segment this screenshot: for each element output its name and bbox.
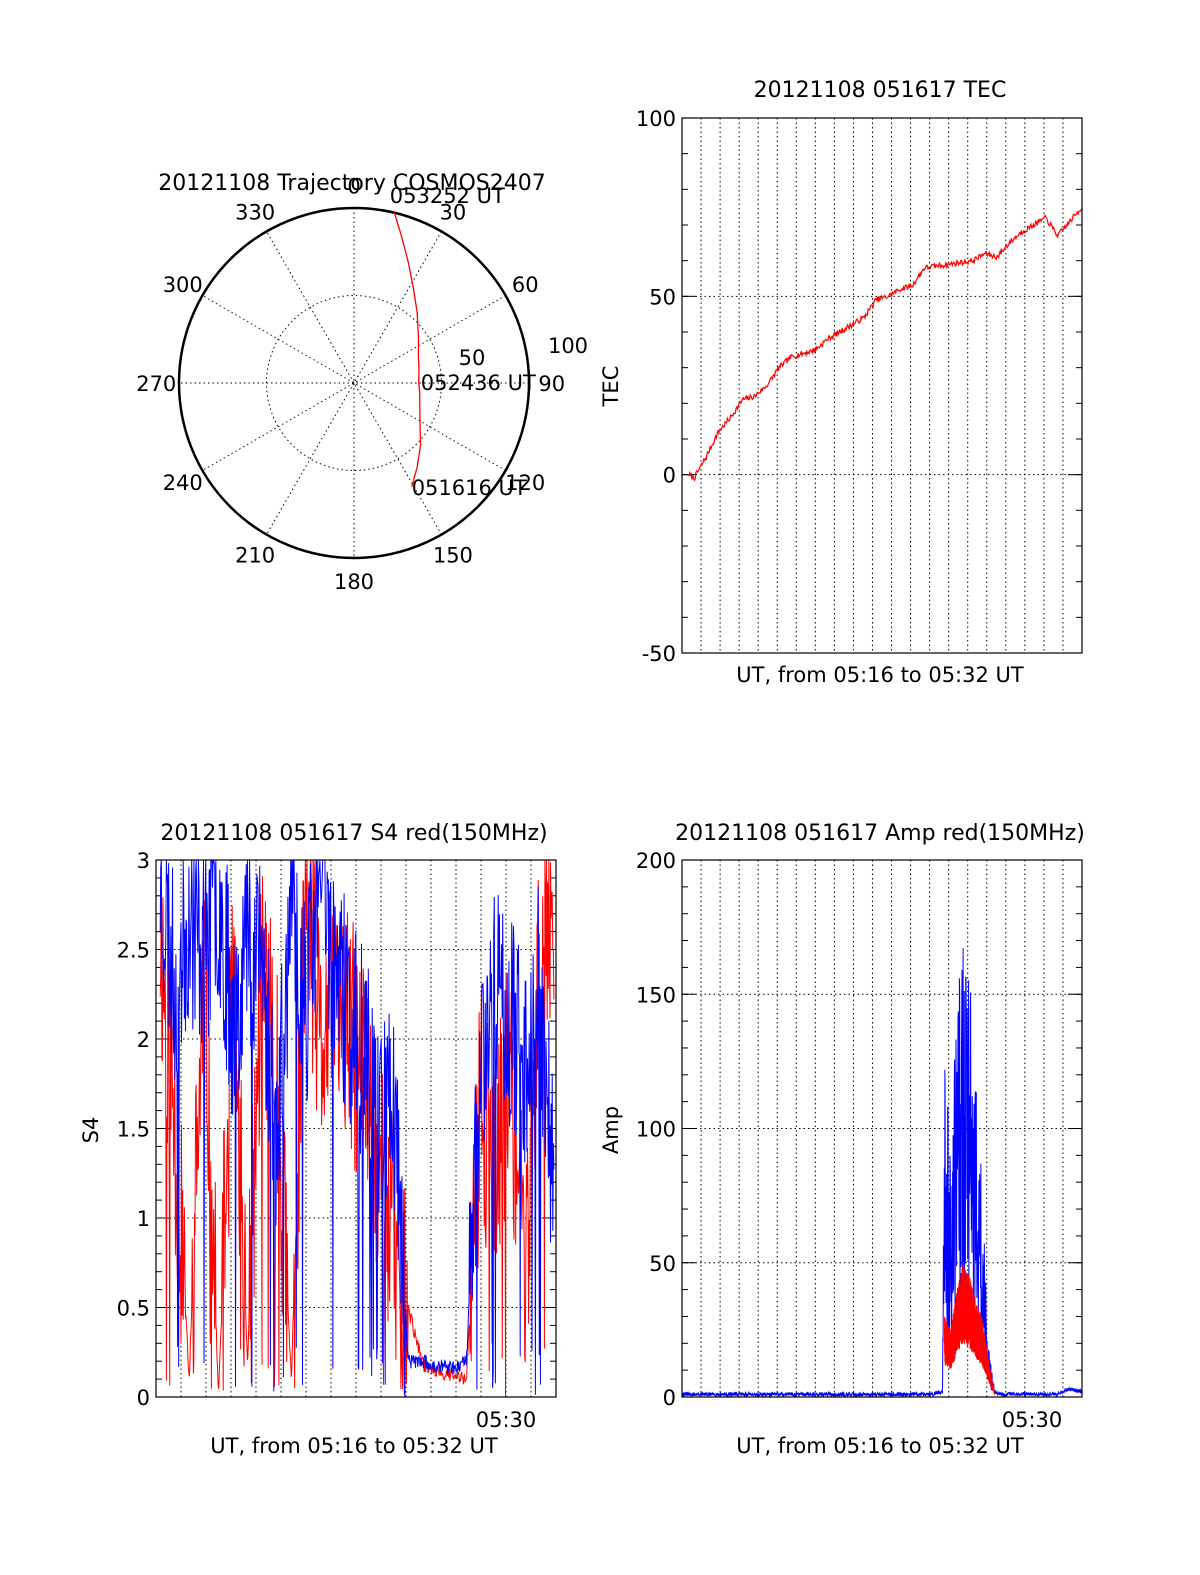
trajectory-annotation: 052436 UT (421, 371, 536, 395)
y-tick-label: 150 (636, 983, 676, 1007)
s4-red-series (159, 859, 555, 1397)
trajectory-polar-plot: 20121108 Trajectory COSMOS2407 0 30 60 90 12… (136, 171, 588, 594)
s4-title: 20121108 051617 S4 red(150MHz) (160, 821, 547, 846)
tec-panel: 20121108 051617 TEC -50 0 50 100 UT, from 0… (599, 78, 1083, 687)
tec-frame (681, 117, 1083, 654)
s4-x-axis-label: UT, from 05:16 to 05:32 UT (210, 1434, 498, 1458)
polar-inner-ring (266, 295, 442, 471)
y-tick-label: 100 (636, 107, 676, 131)
amp-y-ticks: 0 50 100 150 200 (636, 849, 1082, 1410)
polar-radial-label-100: 100 (548, 334, 588, 358)
polar-azimuth-label: 90 (538, 372, 565, 396)
y-tick-label: 1.5 (117, 1118, 150, 1142)
y-tick-label: 1 (137, 1207, 150, 1231)
y-tick-label: -50 (642, 642, 676, 666)
trajectory-annotation: 053252 UT (390, 184, 505, 208)
polar-azimuth-label: 330 (235, 201, 275, 225)
polar-azimuth-label: 60 (512, 273, 539, 297)
tec-y-ticks: -50 0 50 100 (636, 107, 1082, 666)
amp-red-series (944, 1264, 995, 1395)
y-tick-label: 0.5 (117, 1297, 150, 1321)
amp-grid (682, 860, 1082, 1397)
trajectory-track (393, 210, 422, 488)
polar-azimuth-label: 270 (136, 372, 176, 396)
y-tick-label: 50 (649, 1252, 676, 1276)
tec-title: 20121108 051617 TEC (754, 78, 1007, 103)
amp-frame (681, 859, 1083, 1398)
amp-panel: 20121108 051617 Amp red(150MHz) 0 50 100 15… (599, 821, 1085, 1458)
amp-x-axis-label: UT, from 05:16 to 05:32 UT (736, 1434, 1024, 1458)
s4-x-ticks: 05:30 (476, 1408, 537, 1432)
trajectory-title: 20121108 Trajectory COSMOS2407 (158, 171, 545, 196)
amp-x-ticks: 05:30 (1002, 1408, 1063, 1432)
y-tick-label: 2.5 (117, 939, 150, 963)
polar-radial-label-50: 50 (459, 346, 486, 370)
amp-y-axis-label: Amp (599, 1106, 623, 1154)
tec-x-axis-label: UT, from 05:16 to 05:32 UT (736, 663, 1024, 687)
polar-azimuth-labels: 0 30 60 90 120 150 180 210 240 270 300 330 (136, 174, 565, 594)
y-tick-label: 3 (137, 849, 150, 873)
polar-azimuth-label: 0 (347, 174, 360, 198)
tec-y-axis-label: TEC (599, 366, 623, 408)
y-tick-label: 0 (663, 464, 676, 488)
x-tick-label: 05:30 (1002, 1408, 1063, 1432)
s4-panel: 20121108 051617 S4 red(150MHz) 0 0.5 1 1.5 2… (79, 821, 557, 1458)
y-tick-label: 50 (649, 285, 676, 309)
polar-azimuth-label: 30 (440, 201, 467, 225)
trajectory-annotation: 051616 UT (412, 476, 527, 500)
y-tick-label: 100 (636, 1118, 676, 1142)
y-tick-label: 0 (663, 1386, 676, 1410)
trajectory-annotations: 053252 UT 052436 UT 051616 UT (390, 184, 536, 500)
y-tick-label: 200 (636, 849, 676, 873)
s4-y-axis-label: S4 (79, 1117, 103, 1144)
y-tick-label: 0 (137, 1386, 150, 1410)
tec-series-line (688, 208, 1083, 482)
y-tick-label: 2 (137, 1028, 150, 1052)
tec-grid (682, 118, 1082, 653)
polar-azimuth-label: 150 (433, 543, 473, 567)
polar-azimuth-label: 210 (235, 543, 275, 567)
polar-azimuth-label: 240 (163, 471, 203, 495)
x-tick-label: 05:30 (476, 1408, 537, 1432)
polar-azimuth-label: 120 (505, 471, 545, 495)
amp-title: 20121108 051617 Amp red(150MHz) (675, 821, 1085, 846)
polar-azimuth-label: 300 (163, 273, 203, 297)
amp-blue-series (681, 948, 1083, 1399)
s4-blue-series (159, 859, 555, 1397)
polar-azimuth-label: 180 (334, 570, 374, 594)
s4-frame (155, 859, 557, 1398)
